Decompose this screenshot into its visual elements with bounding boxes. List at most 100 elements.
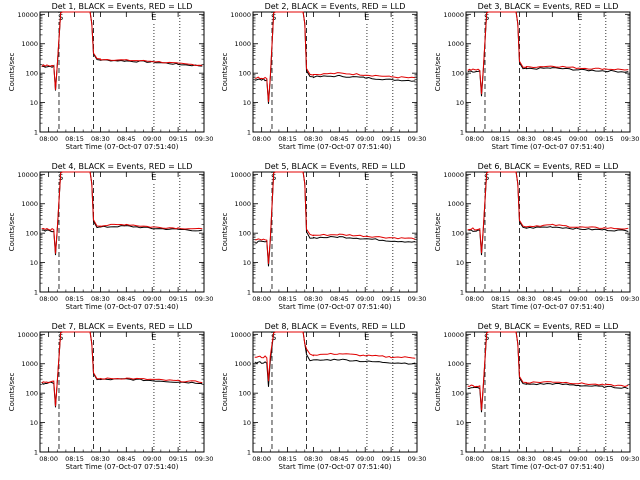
panel-title: Det 6, BLACK = Events, RED = LLD: [478, 162, 619, 171]
marker-bg: [362, 173, 371, 182]
series-line-events: [41, 171, 203, 256]
x-axis-label: Start Time (07-Oct-07 07:51:40): [279, 463, 392, 471]
y-tick-label: 100: [452, 390, 464, 398]
y-axis-label: Counts/sec: [221, 373, 229, 412]
series-line-events: [254, 331, 416, 387]
series-line-lld: [467, 11, 629, 95]
x-tick-label: 08:45: [117, 135, 136, 143]
plot-frame: [39, 11, 205, 133]
marker-bg: [149, 333, 158, 342]
marker-e: E: [151, 13, 156, 22]
marker-e: E: [364, 173, 369, 182]
x-tick-label: 09:30: [408, 455, 427, 463]
x-tick-label: 09:15: [595, 455, 614, 463]
x-tick-label: 08:45: [543, 455, 562, 463]
series-line-events: [254, 11, 416, 104]
x-tick-label: 08:15: [65, 455, 84, 463]
x-tick-label: 08:00: [252, 455, 271, 463]
y-tick-label: 10000: [443, 331, 464, 339]
y-tick-label: 1: [247, 129, 251, 137]
x-tick-label: 08:15: [65, 295, 84, 303]
plot-frame: [465, 11, 631, 133]
x-tick-label: 09:00: [143, 455, 162, 463]
x-tick-label: 09:00: [356, 455, 375, 463]
x-axis-label: Start Time (07-Oct-07 07:51:40): [279, 303, 392, 311]
x-tick-label: 08:45: [330, 135, 349, 143]
x-tick-label: 09:15: [382, 135, 401, 143]
plot-frame: [252, 331, 418, 453]
y-tick-label: 10000: [230, 331, 251, 339]
marker-bg: [149, 173, 158, 182]
y-tick-label: 1: [460, 129, 464, 137]
y-tick-label: 1: [34, 129, 38, 137]
x-tick-label: 09:15: [382, 455, 401, 463]
marker-e: E: [364, 333, 369, 342]
series-line-events: [254, 171, 416, 267]
x-tick-label: 08:00: [39, 455, 58, 463]
marker-e: E: [151, 333, 156, 342]
x-axis-label: Start Time (07-Oct-07 07:51:40): [279, 143, 392, 151]
x-tick-label: 08:45: [330, 295, 349, 303]
y-axis-label: Counts/sec: [8, 53, 16, 92]
series-line-lld: [41, 331, 203, 407]
x-tick-label: 09:30: [621, 295, 640, 303]
y-axis-label: Counts/sec: [434, 213, 442, 252]
x-tick-label: 09:30: [621, 135, 640, 143]
y-tick-label: 10: [456, 419, 464, 427]
x-tick-label: 09:30: [408, 295, 427, 303]
x-tick-label: 08:00: [252, 135, 271, 143]
marker-bg: [575, 333, 584, 342]
x-tick-label: 09:15: [169, 295, 188, 303]
y-tick-label: 1: [247, 289, 251, 297]
y-axis-label: Counts/sec: [8, 373, 16, 412]
plot-frame: [252, 11, 418, 133]
x-tick-label: 09:30: [195, 455, 214, 463]
x-tick-label: 08:00: [465, 135, 484, 143]
x-tick-label: 09:30: [195, 295, 214, 303]
panel-title: Det 3, BLACK = Events, RED = LLD: [478, 2, 619, 11]
plot-frame: [252, 171, 418, 293]
x-tick-label: 08:45: [117, 295, 136, 303]
marker-bg: [362, 333, 371, 342]
y-tick-label: 10000: [17, 331, 38, 339]
series-line-events: [467, 171, 629, 256]
x-tick-label: 08:30: [304, 455, 323, 463]
series-line-events: [467, 11, 629, 97]
y-tick-label: 100: [26, 390, 38, 398]
x-axis-label: Start Time (07-Oct-07 07:51:40): [492, 463, 605, 471]
series-line-events: [41, 11, 203, 91]
x-tick-label: 08:30: [304, 135, 323, 143]
x-tick-label: 08:30: [91, 455, 110, 463]
y-tick-label: 1000: [447, 360, 464, 368]
x-tick-label: 08:30: [517, 135, 536, 143]
y-axis-label: Counts/sec: [434, 373, 442, 412]
y-axis-label: Counts/sec: [434, 53, 442, 92]
y-axis-label: Counts/sec: [8, 213, 16, 252]
y-tick-label: 1: [34, 289, 38, 297]
x-axis-label: Start Time (07-Oct-07 07:51:40): [492, 303, 605, 311]
panel-title: Det 9, BLACK = Events, RED = LLD: [478, 322, 619, 331]
x-tick-label: 08:15: [278, 135, 297, 143]
x-tick-label: 08:30: [91, 135, 110, 143]
y-tick-label: 10000: [17, 11, 38, 19]
x-tick-label: 08:00: [252, 295, 271, 303]
x-tick-label: 09:00: [143, 295, 162, 303]
x-tick-label: 08:00: [465, 455, 484, 463]
y-tick-label: 10: [243, 419, 251, 427]
x-tick-label: 08:00: [39, 135, 58, 143]
series-line-lld: [41, 171, 203, 254]
y-tick-label: 10: [243, 99, 251, 107]
y-tick-label: 1000: [234, 40, 251, 48]
panel-title: Det 2, BLACK = Events, RED = LLD: [265, 2, 406, 11]
y-axis-label: Counts/sec: [221, 213, 229, 252]
y-tick-label: 10000: [443, 11, 464, 19]
panel-title: Det 4, BLACK = Events, RED = LLD: [52, 162, 193, 171]
plot-frame: [465, 331, 631, 453]
x-tick-label: 09:15: [169, 455, 188, 463]
y-tick-label: 1000: [234, 200, 251, 208]
panel-title: Det 5, BLACK = Events, RED = LLD: [265, 162, 406, 171]
y-tick-label: 1000: [447, 40, 464, 48]
